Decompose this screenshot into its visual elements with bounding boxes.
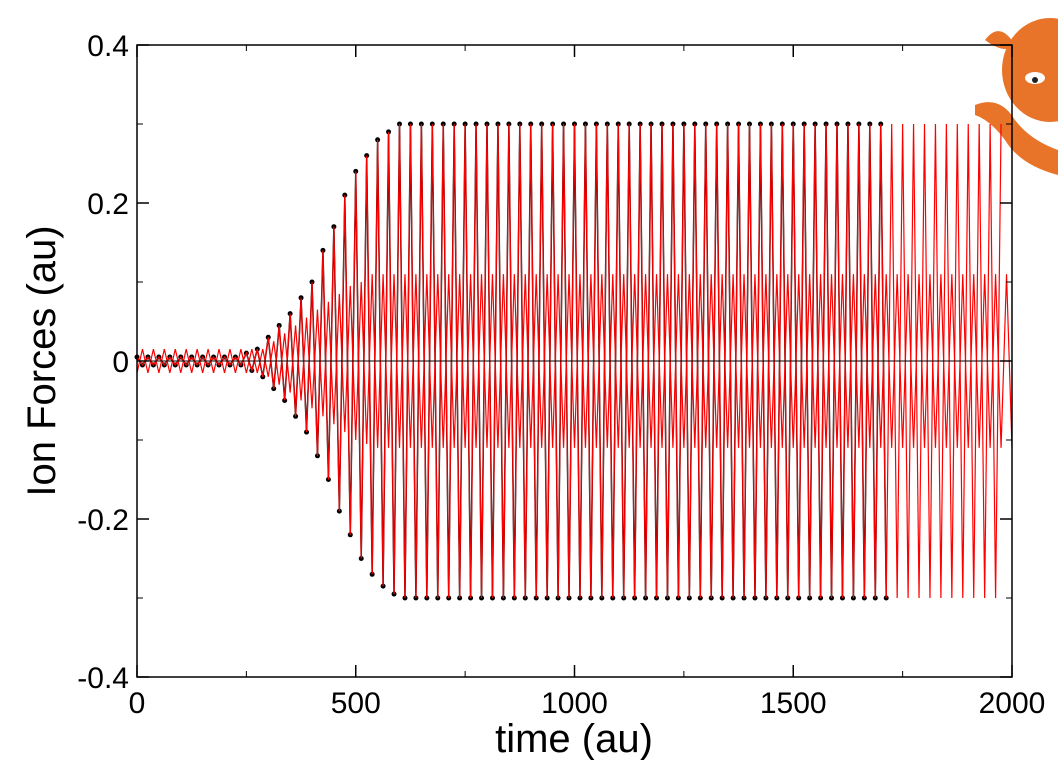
y-tick-label: 0 — [112, 346, 129, 379]
x-tick-label: 2000 — [979, 687, 1046, 720]
y-tick-label: 0.2 — [87, 188, 129, 221]
x-tick-label: 500 — [331, 687, 381, 720]
x-axis-label: time (au) — [495, 717, 653, 760]
y-tick-label: 0.4 — [87, 30, 129, 63]
series-line — [136, 274, 1013, 448]
x-tick-label: 1500 — [760, 687, 827, 720]
octopus-pupil — [1032, 77, 1038, 83]
y-tick-label: -0.2 — [77, 504, 129, 537]
octopus-arm — [985, 31, 1015, 49]
y-tick-label: -0.4 — [77, 662, 129, 695]
octopus-head — [1002, 18, 1058, 122]
octopus-mascot — [975, 18, 1058, 175]
octopus-arm — [975, 102, 1058, 175]
y-axis-label: Ion Forces (au) — [20, 225, 64, 496]
series-line — [136, 123, 1002, 599]
x-tick-label: 1000 — [541, 687, 608, 720]
x-tick-label: 0 — [129, 687, 146, 720]
